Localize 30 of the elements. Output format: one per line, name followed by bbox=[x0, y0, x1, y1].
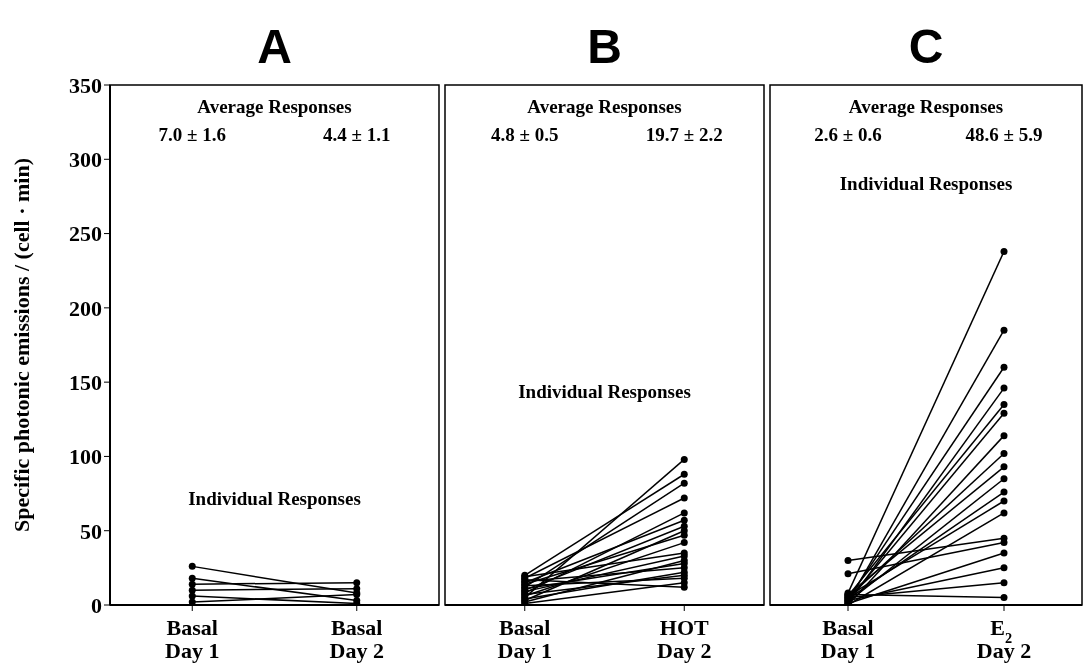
annotation: Average Responses bbox=[848, 96, 1004, 118]
annotation: 19.7 ± 2.2 bbox=[645, 124, 723, 146]
chart-title: C bbox=[908, 18, 944, 74]
annotation: Individual Responses bbox=[839, 172, 1013, 195]
y-tick-label: 0 bbox=[91, 592, 102, 618]
y-axis-title: Specific photonic emissions / (cell · min) bbox=[8, 158, 34, 532]
y-tick-label: 250 bbox=[69, 221, 102, 247]
x-tick-label: Basal Day 1 bbox=[497, 615, 552, 663]
y-tick-label: 200 bbox=[69, 295, 102, 321]
y-tick-label: 150 bbox=[69, 369, 102, 395]
annotation: 48.6 ± 5.9 bbox=[965, 124, 1043, 146]
annotation: 2.6 ± 0.6 bbox=[814, 124, 882, 146]
y-tick-label: 350 bbox=[69, 72, 102, 98]
annotation: Average Responses bbox=[197, 96, 352, 118]
chart-title: A bbox=[257, 18, 292, 74]
annotation: 7.0 ± 1.6 bbox=[158, 124, 226, 146]
annotation: Individual Responses bbox=[188, 487, 361, 510]
annotation: Individual Responses bbox=[518, 380, 691, 403]
x-tick-label: Basal Day 1 bbox=[820, 615, 876, 663]
x-tick-label: HOT Day 2 bbox=[657, 615, 712, 663]
x-tick-label: Basal Day 2 bbox=[329, 615, 384, 663]
y-tick-label: 100 bbox=[69, 444, 102, 470]
annotation: Average Responses bbox=[527, 96, 682, 118]
x-tick-label: E$_{2}$ Day 2 bbox=[976, 615, 1032, 663]
x-tick-label: Basal Day 1 bbox=[165, 615, 220, 663]
y-tick-label: 50 bbox=[80, 518, 102, 544]
chart-title: B bbox=[587, 18, 622, 74]
annotation: 4.8 ± 0.5 bbox=[491, 124, 559, 146]
y-tick-label: 300 bbox=[69, 147, 102, 173]
annotation: 4.4 ± 1.1 bbox=[323, 124, 391, 146]
